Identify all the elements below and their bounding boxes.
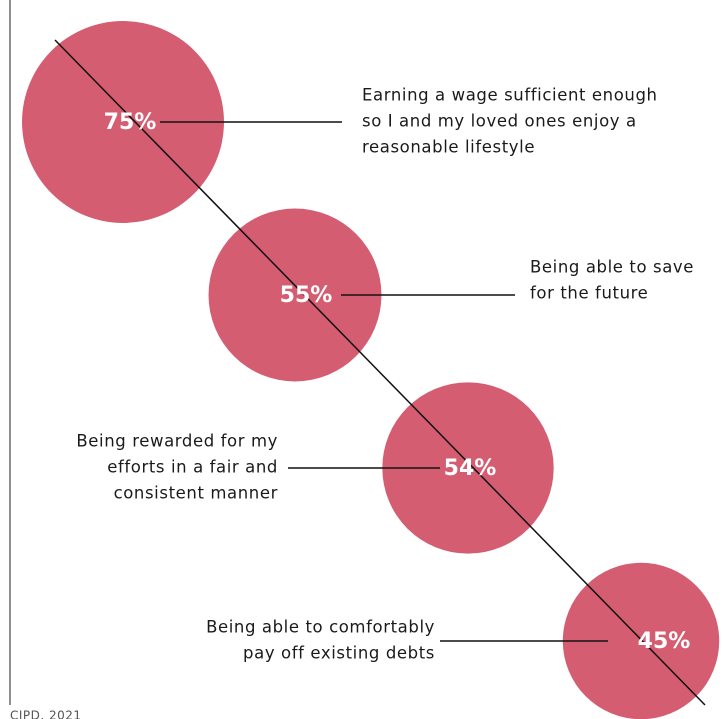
bubble — [208, 208, 382, 382]
category-label: Earning a wage sufficient enough — [362, 86, 658, 105]
value-label: 45% — [638, 629, 691, 654]
diagonal-line — [54, 39, 706, 706]
category-label: reasonable lifestyle — [362, 138, 535, 157]
bubble — [382, 382, 554, 554]
category-label: consistent manner — [114, 484, 278, 503]
category-label: pay off existing debts — [243, 644, 435, 663]
category-label: Being able to comfortably — [206, 618, 435, 637]
source: CIPD, 2021 — [10, 709, 82, 719]
category-label: efforts in a fair and — [107, 458, 278, 477]
category-label: so I and my loved ones enjoy a — [362, 112, 637, 131]
category-label: Being able to save — [530, 258, 694, 277]
category-label: Being rewarded for my — [76, 432, 278, 451]
value-label: 54% — [444, 456, 497, 481]
value-label: 55% — [280, 283, 333, 308]
value-label: 75% — [104, 110, 157, 135]
category-label: for the future — [530, 284, 648, 303]
bubble — [22, 21, 224, 223]
